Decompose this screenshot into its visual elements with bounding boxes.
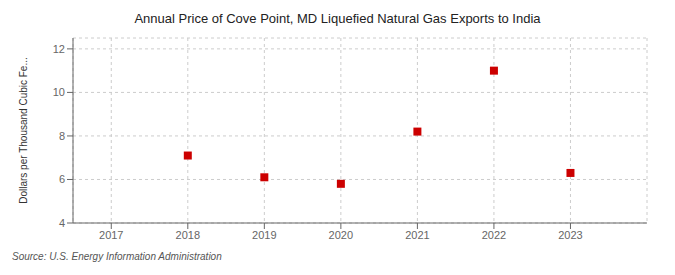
svg-text:4: 4: [59, 217, 65, 229]
svg-text:12: 12: [53, 43, 65, 55]
svg-text:6: 6: [59, 173, 65, 185]
svg-text:2022: 2022: [482, 229, 506, 241]
html-text:Source: U.S. Energy Informatio: Source: U.S. Energy Information Administ…: [12, 251, 222, 262]
svg-text:2017: 2017: [99, 229, 123, 241]
svg-text:2023: 2023: [558, 229, 582, 241]
svg-text:2021: 2021: [405, 229, 429, 241]
svg-text:2019: 2019: [252, 229, 276, 241]
svg-text:Dollars per Thousand Cubic Fe.: Dollars per Thousand Cubic Fe...: [18, 57, 29, 204]
svg-text:8: 8: [59, 130, 65, 142]
svg-text:2018: 2018: [176, 229, 200, 241]
svg-text:2020: 2020: [329, 229, 353, 241]
html-text:Annual Price of Cove Point, MD: Annual Price of Cove Point, MD Liquefied…: [134, 11, 541, 26]
svg-text:10: 10: [53, 86, 65, 98]
